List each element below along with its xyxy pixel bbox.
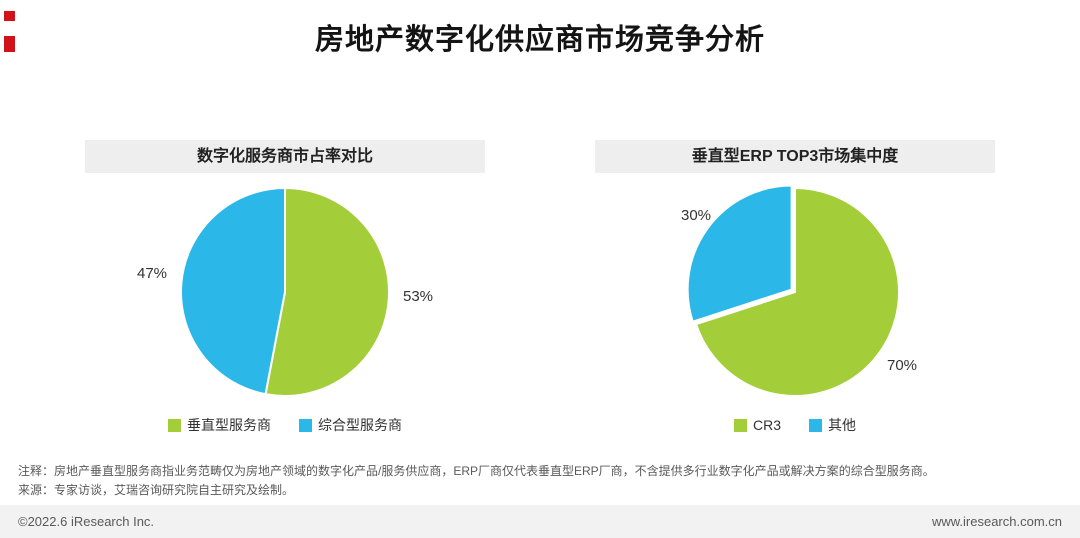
pie-chart-erp-concentration — [683, 180, 907, 404]
legend-label: 其他 — [828, 417, 856, 433]
footer-bar: ©2022.6 iResearch Inc. www.iresearch.com… — [0, 505, 1080, 538]
legend-swatch-green — [733, 418, 747, 432]
page-title: 房地产数字化供应商市场竞争分析 — [314, 24, 765, 56]
corner-accent-mark — [4, 11, 15, 21]
pie-value-label-vertical: 53% — [403, 288, 434, 305]
legend-item-others: 其他 — [809, 415, 856, 435]
legend-label: CR3 — [752, 417, 781, 433]
website-url: www.iresearch.com.cn — [931, 514, 1062, 529]
legend-label: 综合型服务商 — [318, 417, 402, 433]
legend-label: 垂直型服务商 — [187, 417, 271, 433]
legend-item-vertical-provider: 垂直型服务商 — [168, 415, 271, 435]
chart-panel-erp-concentration: 垂直型ERP TOP3市场集中度 70% 30% CR3 其他 — [595, 140, 995, 435]
pie-area-market-share: 53% 47% — [85, 173, 485, 411]
pie-chart-market-share — [173, 180, 397, 404]
pie-value-label-others: 30% — [681, 207, 712, 224]
pie-value-label-comprehensive: 47% — [137, 265, 168, 282]
corner-accent-mark — [4, 36, 15, 52]
charts-row: 数字化服务商市占率对比 53% 47% 垂直型服务商 综合型服务商 垂直型ERP… — [0, 140, 1080, 435]
chart-title-erp-concentration: 垂直型ERP TOP3市场集中度 — [595, 140, 995, 173]
legend-item-cr3: CR3 — [733, 415, 781, 435]
chart-panel-market-share: 数字化服务商市占率对比 53% 47% 垂直型服务商 综合型服务商 — [85, 140, 485, 435]
pie-area-erp-concentration: 70% 30% — [595, 173, 995, 411]
copyright-text: ©2022.6 iResearch Inc. — [18, 514, 155, 529]
pie-value-label-cr3: 70% — [887, 357, 918, 374]
footnotes: 注释：房地产垂直型服务商指业务范畴仅为房地产领域的数字化产品/服务供应商，ERP… — [18, 462, 1062, 500]
note-source: 来源：专家访谈，艾瑞咨询研究院自主研究及绘制。 — [18, 483, 295, 497]
chart-title-market-share: 数字化服务商市占率对比 — [85, 140, 485, 173]
legend-swatch-cyan — [299, 418, 312, 432]
legend-item-comprehensive-provider: 综合型服务商 — [299, 415, 402, 435]
legend-swatch-cyan — [809, 418, 822, 432]
legend-swatch-green — [168, 418, 181, 432]
legend-market-share: 垂直型服务商 综合型服务商 — [85, 415, 485, 435]
note-definition: 注释：房地产垂直型服务商指业务范畴仅为房地产领域的数字化产品/服务供应商，ERP… — [18, 464, 935, 478]
legend-erp-concentration: CR3 其他 — [595, 415, 995, 435]
